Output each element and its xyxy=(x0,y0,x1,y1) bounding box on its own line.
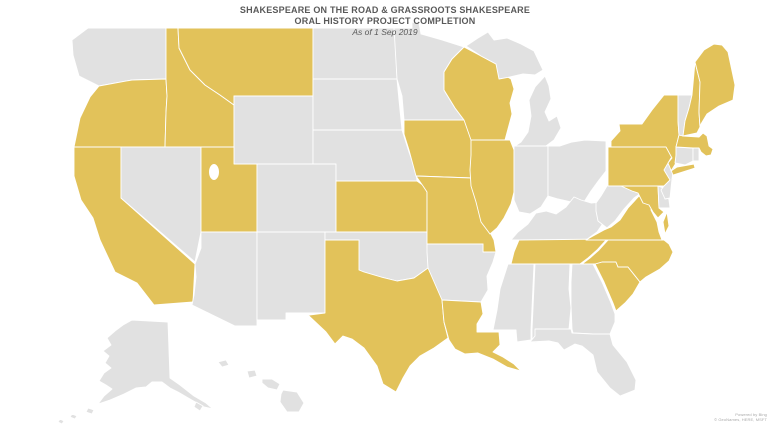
alaska-panhandle-island xyxy=(193,401,204,412)
state-maine[interactable] xyxy=(694,43,736,128)
hawaii-maui-molokai[interactable] xyxy=(261,378,281,391)
chart-title-block: SHAKESPEARE ON THE ROAD & GRASSROOTS SHA… xyxy=(0,5,770,37)
attribution-powered-by: Powered by Bing xyxy=(735,412,767,417)
state-arizona[interactable] xyxy=(191,231,258,327)
hawaii-big-island[interactable] xyxy=(279,389,305,413)
state-wisconsin[interactable] xyxy=(443,46,515,141)
state-oregon[interactable] xyxy=(73,78,168,148)
state-rhode-island[interactable] xyxy=(692,147,700,162)
state-louisiana[interactable] xyxy=(441,299,522,372)
state-texas[interactable] xyxy=(285,239,449,393)
alaska-aleutian-island-2 xyxy=(69,413,78,420)
attribution-copyright: © GeoNames, HERE, MSFT xyxy=(714,417,767,422)
state-michigan-upper-peninsula[interactable] xyxy=(465,31,544,80)
hawaii-oahu[interactable] xyxy=(246,369,258,379)
alaska-aleutian-island-3 xyxy=(57,418,65,425)
state-colorado[interactable] xyxy=(256,163,337,233)
state-arkansas[interactable] xyxy=(426,243,497,303)
state-florida[interactable] xyxy=(529,328,637,397)
state-north-carolina[interactable] xyxy=(581,238,674,283)
state-indiana[interactable] xyxy=(513,145,549,215)
state-kansas[interactable] xyxy=(335,180,428,233)
state-massachusetts[interactable] xyxy=(675,132,714,157)
state-new-mexico[interactable] xyxy=(256,231,326,321)
state-ohio[interactable] xyxy=(547,139,607,203)
chart-title-line2: ORAL HISTORY PROJECT COMPLETION xyxy=(294,16,476,26)
great-salt-lake xyxy=(209,164,219,180)
state-pennsylvania[interactable] xyxy=(607,146,675,187)
alaska-aleutian-island-1 xyxy=(85,407,95,415)
chart-title-line1: SHAKESPEARE ON THE ROAD & GRASSROOTS SHA… xyxy=(239,5,531,15)
state-alaska[interactable] xyxy=(97,319,214,410)
state-south-dakota[interactable] xyxy=(312,78,403,131)
state-tennessee[interactable] xyxy=(510,238,608,265)
chart-title-line3: As of 1 Sep 2019 xyxy=(352,27,418,37)
state-michigan-lower-peninsula[interactable] xyxy=(514,75,562,147)
hawaii-kauai[interactable] xyxy=(217,359,230,368)
state-wyoming[interactable] xyxy=(233,95,314,165)
state-virginia-eastern-shore[interactable] xyxy=(662,211,670,235)
map-attribution: Powered by Bing © GeoNames, HERE, MSFT xyxy=(714,412,767,422)
state-mississippi[interactable] xyxy=(492,263,535,343)
state-connecticut[interactable] xyxy=(674,146,694,166)
